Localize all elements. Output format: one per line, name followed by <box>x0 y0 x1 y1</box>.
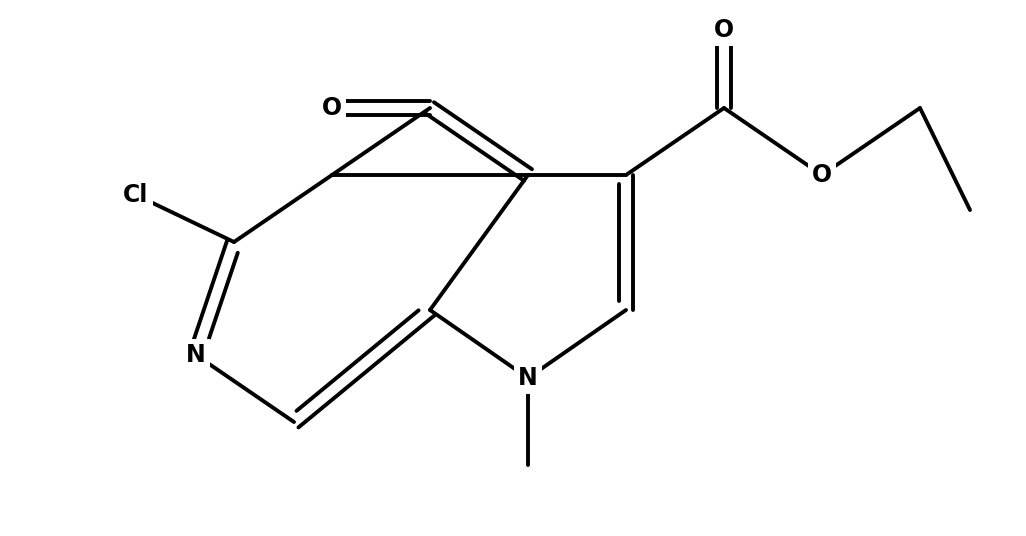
Text: O: O <box>714 18 734 42</box>
Text: O: O <box>322 96 342 120</box>
Text: O: O <box>812 163 832 187</box>
Text: N: N <box>518 366 538 390</box>
Text: N: N <box>186 343 206 367</box>
Text: Cl: Cl <box>123 183 149 207</box>
